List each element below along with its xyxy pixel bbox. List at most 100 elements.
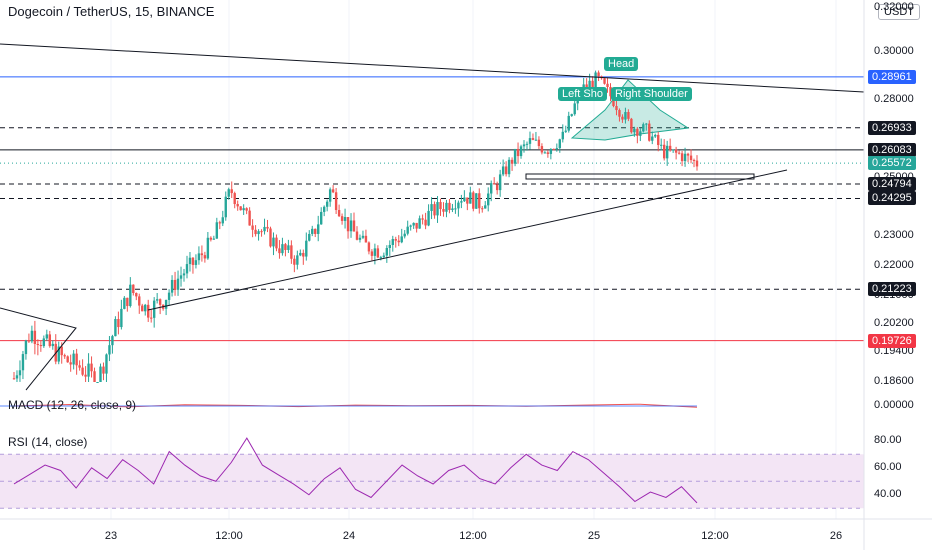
candle-body xyxy=(93,371,96,382)
time-tick-label: 23 xyxy=(104,530,118,542)
candle-body xyxy=(287,245,290,250)
candle-body xyxy=(284,244,287,250)
candle-body xyxy=(224,196,227,218)
candle-body xyxy=(331,189,335,193)
candle-body xyxy=(639,131,642,136)
candle-body xyxy=(648,123,651,141)
time-tick-label: 25 xyxy=(587,530,601,542)
candle-body xyxy=(317,224,320,234)
candles-group xyxy=(12,70,699,383)
candle-body xyxy=(645,123,648,125)
candle-body xyxy=(379,257,383,259)
candle-body xyxy=(218,222,221,224)
candle-body xyxy=(18,370,22,376)
candle-body xyxy=(376,248,380,258)
candle-body xyxy=(114,319,117,337)
candle-body xyxy=(689,155,693,161)
candle-body xyxy=(167,292,171,300)
candle-body xyxy=(522,144,526,147)
candle-body xyxy=(242,208,245,211)
chart-grid xyxy=(110,0,837,519)
candle-body xyxy=(60,346,63,356)
candle-body xyxy=(120,308,123,328)
candle-body xyxy=(552,148,556,150)
candle-body xyxy=(657,134,660,146)
candle-body xyxy=(352,220,356,232)
candle-body xyxy=(152,300,156,318)
candle-body xyxy=(27,340,31,342)
candle-body xyxy=(63,355,66,357)
price-tick-label: 0.32000 xyxy=(874,1,914,13)
candle-body xyxy=(203,255,207,259)
candle-body xyxy=(200,253,204,256)
candle-body xyxy=(683,153,687,162)
candle-body xyxy=(275,237,278,249)
candle-body xyxy=(528,138,532,144)
candle-body xyxy=(680,153,684,162)
candle-body xyxy=(433,204,436,216)
candle-body xyxy=(194,260,198,265)
candle-body xyxy=(90,363,93,372)
candle-body xyxy=(21,354,25,371)
candle-body xyxy=(254,229,257,235)
candle-body xyxy=(454,208,457,210)
candle-body xyxy=(15,375,19,379)
candle-body xyxy=(349,220,353,232)
candle-body xyxy=(677,152,681,154)
candle-body xyxy=(320,211,323,225)
candle-body xyxy=(597,72,600,77)
candle-body xyxy=(158,299,162,305)
price-tick-label: 0.22000 xyxy=(874,259,914,271)
time-tick-label: 12:00 xyxy=(459,530,487,542)
candle-body xyxy=(87,363,90,377)
currency-button[interactable]: USDT xyxy=(878,4,920,20)
candle-body xyxy=(147,304,150,318)
price-tag: 0.26933 xyxy=(868,120,916,135)
candle-body xyxy=(33,330,37,344)
candle-body xyxy=(314,228,317,234)
support-box xyxy=(525,173,755,180)
head-shoulders-pattern xyxy=(570,79,690,141)
candle-body xyxy=(495,184,499,191)
candle-body xyxy=(358,237,362,240)
candle-body xyxy=(293,258,296,265)
candle-body xyxy=(662,144,666,159)
candle-body xyxy=(42,338,46,347)
candle-body xyxy=(630,118,633,133)
candle-body xyxy=(185,264,189,274)
candle-body xyxy=(549,148,553,154)
candle-body xyxy=(346,217,350,232)
candle-body xyxy=(373,248,377,256)
candle-body xyxy=(665,145,669,159)
candle-body xyxy=(591,80,594,88)
candle-body xyxy=(382,255,386,258)
candle-body xyxy=(409,225,412,227)
price-tag: 0.24794 xyxy=(868,176,916,191)
price-tag: 0.21223 xyxy=(868,282,916,297)
candle-body xyxy=(513,148,517,164)
candle-body xyxy=(322,206,326,212)
rsi-tick-label: 60.00 xyxy=(874,460,902,473)
candle-body xyxy=(478,193,481,209)
rsi-tick-label: 80.00 xyxy=(874,433,902,446)
candle-body xyxy=(340,216,344,221)
candle-body xyxy=(594,72,597,88)
candle-body xyxy=(621,116,624,120)
candle-body xyxy=(469,192,472,204)
candle-body xyxy=(173,279,177,290)
price-tick-label: 0.23000 xyxy=(874,229,914,241)
candle-body xyxy=(48,334,51,347)
candle-body xyxy=(406,226,409,234)
candle-body xyxy=(534,139,538,141)
candle-body xyxy=(245,208,248,211)
candle-body xyxy=(191,257,195,265)
candle-body xyxy=(36,343,40,346)
price-tag: 0.24295 xyxy=(868,191,916,206)
candle-body xyxy=(671,149,675,151)
annotation-head: Head xyxy=(604,57,639,71)
candle-body xyxy=(144,304,147,312)
candle-body xyxy=(439,202,442,210)
candle-body xyxy=(227,189,230,197)
candle-body xyxy=(24,340,28,355)
